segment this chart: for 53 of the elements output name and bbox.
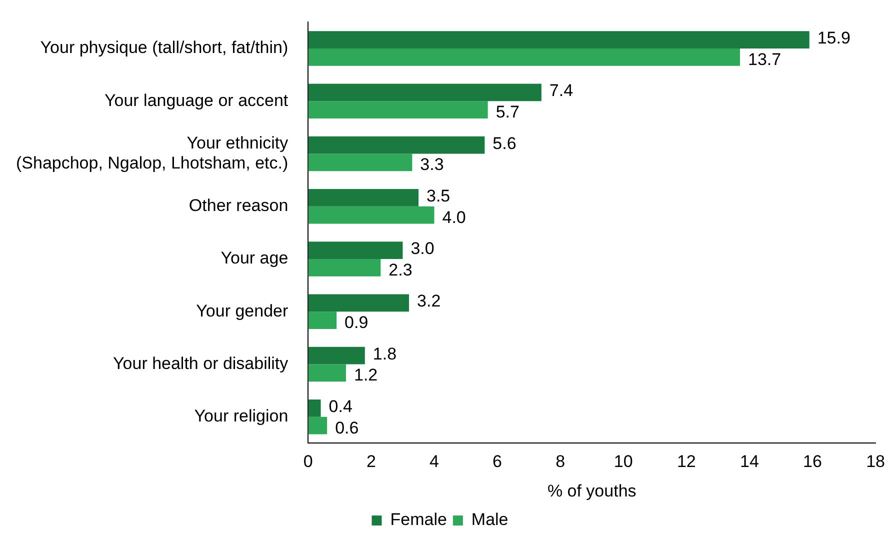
data-label: 3.5 xyxy=(426,186,450,206)
bar xyxy=(308,416,328,434)
bar xyxy=(308,294,410,312)
x-tick-label: 18 xyxy=(866,452,886,472)
data-label: 5.6 xyxy=(492,134,516,153)
data-label: 4.0 xyxy=(442,208,466,227)
y-tick-label: Your health or disability xyxy=(113,354,289,373)
x-tick-label: 12 xyxy=(676,452,696,472)
y-tick-label: Your gender xyxy=(196,301,288,320)
y-tick-label: Other reason xyxy=(188,196,288,216)
bar xyxy=(308,346,365,364)
x-tick-label: 0 xyxy=(303,452,313,472)
data-label: 15.9 xyxy=(817,28,850,48)
x-tick-label: 10 xyxy=(614,452,633,472)
bar xyxy=(308,206,434,224)
data-label: 3.2 xyxy=(417,292,441,311)
x-tick-label: 2 xyxy=(366,452,376,472)
bar xyxy=(308,31,810,49)
bar xyxy=(308,136,485,154)
data-label: 3.0 xyxy=(410,239,434,258)
data-label: 0.4 xyxy=(328,396,352,416)
bar xyxy=(308,259,381,276)
bar xyxy=(308,48,740,66)
bar xyxy=(308,312,337,330)
data-label: 2.3 xyxy=(388,260,412,280)
data-label: 7.4 xyxy=(549,81,574,100)
bar xyxy=(308,400,321,417)
x-tick-label: 4 xyxy=(430,452,439,472)
data-label: 1.8 xyxy=(372,344,397,364)
x-axis-title: % of youths xyxy=(547,481,636,500)
bar xyxy=(308,364,346,382)
x-tick-label: 14 xyxy=(740,452,759,472)
data-label: 5.7 xyxy=(496,102,520,122)
data-label: 0.9 xyxy=(344,313,368,332)
x-tick-label: 6 xyxy=(492,452,502,472)
legend-label: Female xyxy=(390,510,447,530)
bar xyxy=(308,154,412,172)
y-tick-label: Your religion xyxy=(194,406,288,426)
legend-label: Male xyxy=(471,510,508,530)
data-label: 3.3 xyxy=(420,155,444,174)
x-tick-label: 16 xyxy=(803,452,822,472)
y-tick-label: Your age xyxy=(220,248,288,268)
bar xyxy=(308,242,403,260)
bar xyxy=(308,189,418,206)
data-label: 0.6 xyxy=(335,418,359,438)
data-label: 1.2 xyxy=(354,366,378,385)
bar xyxy=(308,101,488,119)
y-tick-label: Your ethnicity (Shapchop, Ngalop, Lhotsham, etc.) xyxy=(16,133,289,173)
x-tick-label: 8 xyxy=(556,452,566,472)
y-tick-label: Your language or accent xyxy=(104,90,288,110)
y-tick-label: Your physique (tall/short, fat/thin) xyxy=(40,38,288,58)
bar xyxy=(308,84,542,102)
data-label: 13.7 xyxy=(748,50,782,69)
